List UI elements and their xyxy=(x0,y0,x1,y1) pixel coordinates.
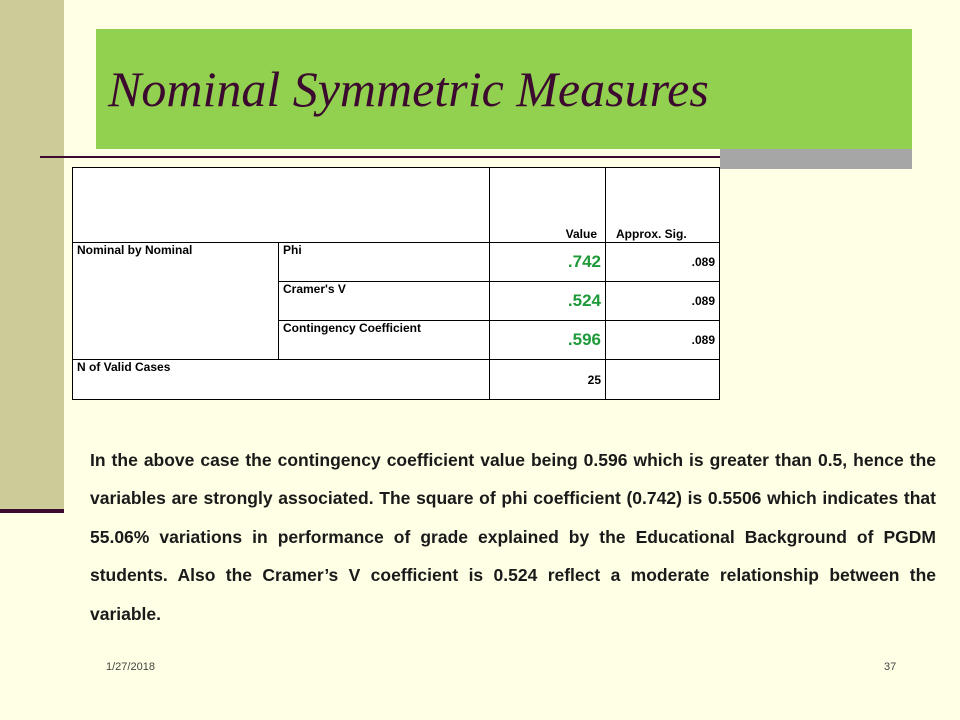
row-sig: .089 xyxy=(606,321,720,360)
row-value: .596 xyxy=(490,321,606,360)
row-label: Cramer's V xyxy=(279,282,490,321)
header-approx-sig: Approx. Sig. xyxy=(606,168,720,243)
left-decor-band xyxy=(0,0,64,511)
n-valid-cases-row: N of Valid Cases 25 xyxy=(73,360,720,400)
table-row: Nominal by Nominal Phi .742 .089 xyxy=(73,243,720,282)
empty-cell xyxy=(606,360,720,400)
slide-title: Nominal Symmetric Measures xyxy=(108,60,709,118)
row-sig: .089 xyxy=(606,243,720,282)
row-label: Contingency Coefficient xyxy=(279,321,490,360)
header-blank-cell xyxy=(73,168,490,243)
group-label: Nominal by Nominal xyxy=(73,243,279,360)
table-header-row: Value Approx. Sig. xyxy=(73,168,720,243)
row-value: .524 xyxy=(490,282,606,321)
row-sig: .089 xyxy=(606,282,720,321)
left-band-underline xyxy=(0,509,64,513)
symmetric-measures-table: Value Approx. Sig. Nominal by Nominal Ph… xyxy=(72,167,720,400)
interpretation-paragraph: In the above case the contingency coeffi… xyxy=(90,441,936,633)
header-value: Value xyxy=(490,168,606,243)
gray-accent-block xyxy=(720,149,912,169)
slide-number: 37 xyxy=(884,661,896,673)
row-label: Phi xyxy=(279,243,490,282)
n-valid-cases-label: N of Valid Cases xyxy=(73,360,490,400)
footer-date: 1/27/2018 xyxy=(106,661,155,673)
row-value: .742 xyxy=(490,243,606,282)
n-valid-cases-value: 25 xyxy=(490,360,606,400)
